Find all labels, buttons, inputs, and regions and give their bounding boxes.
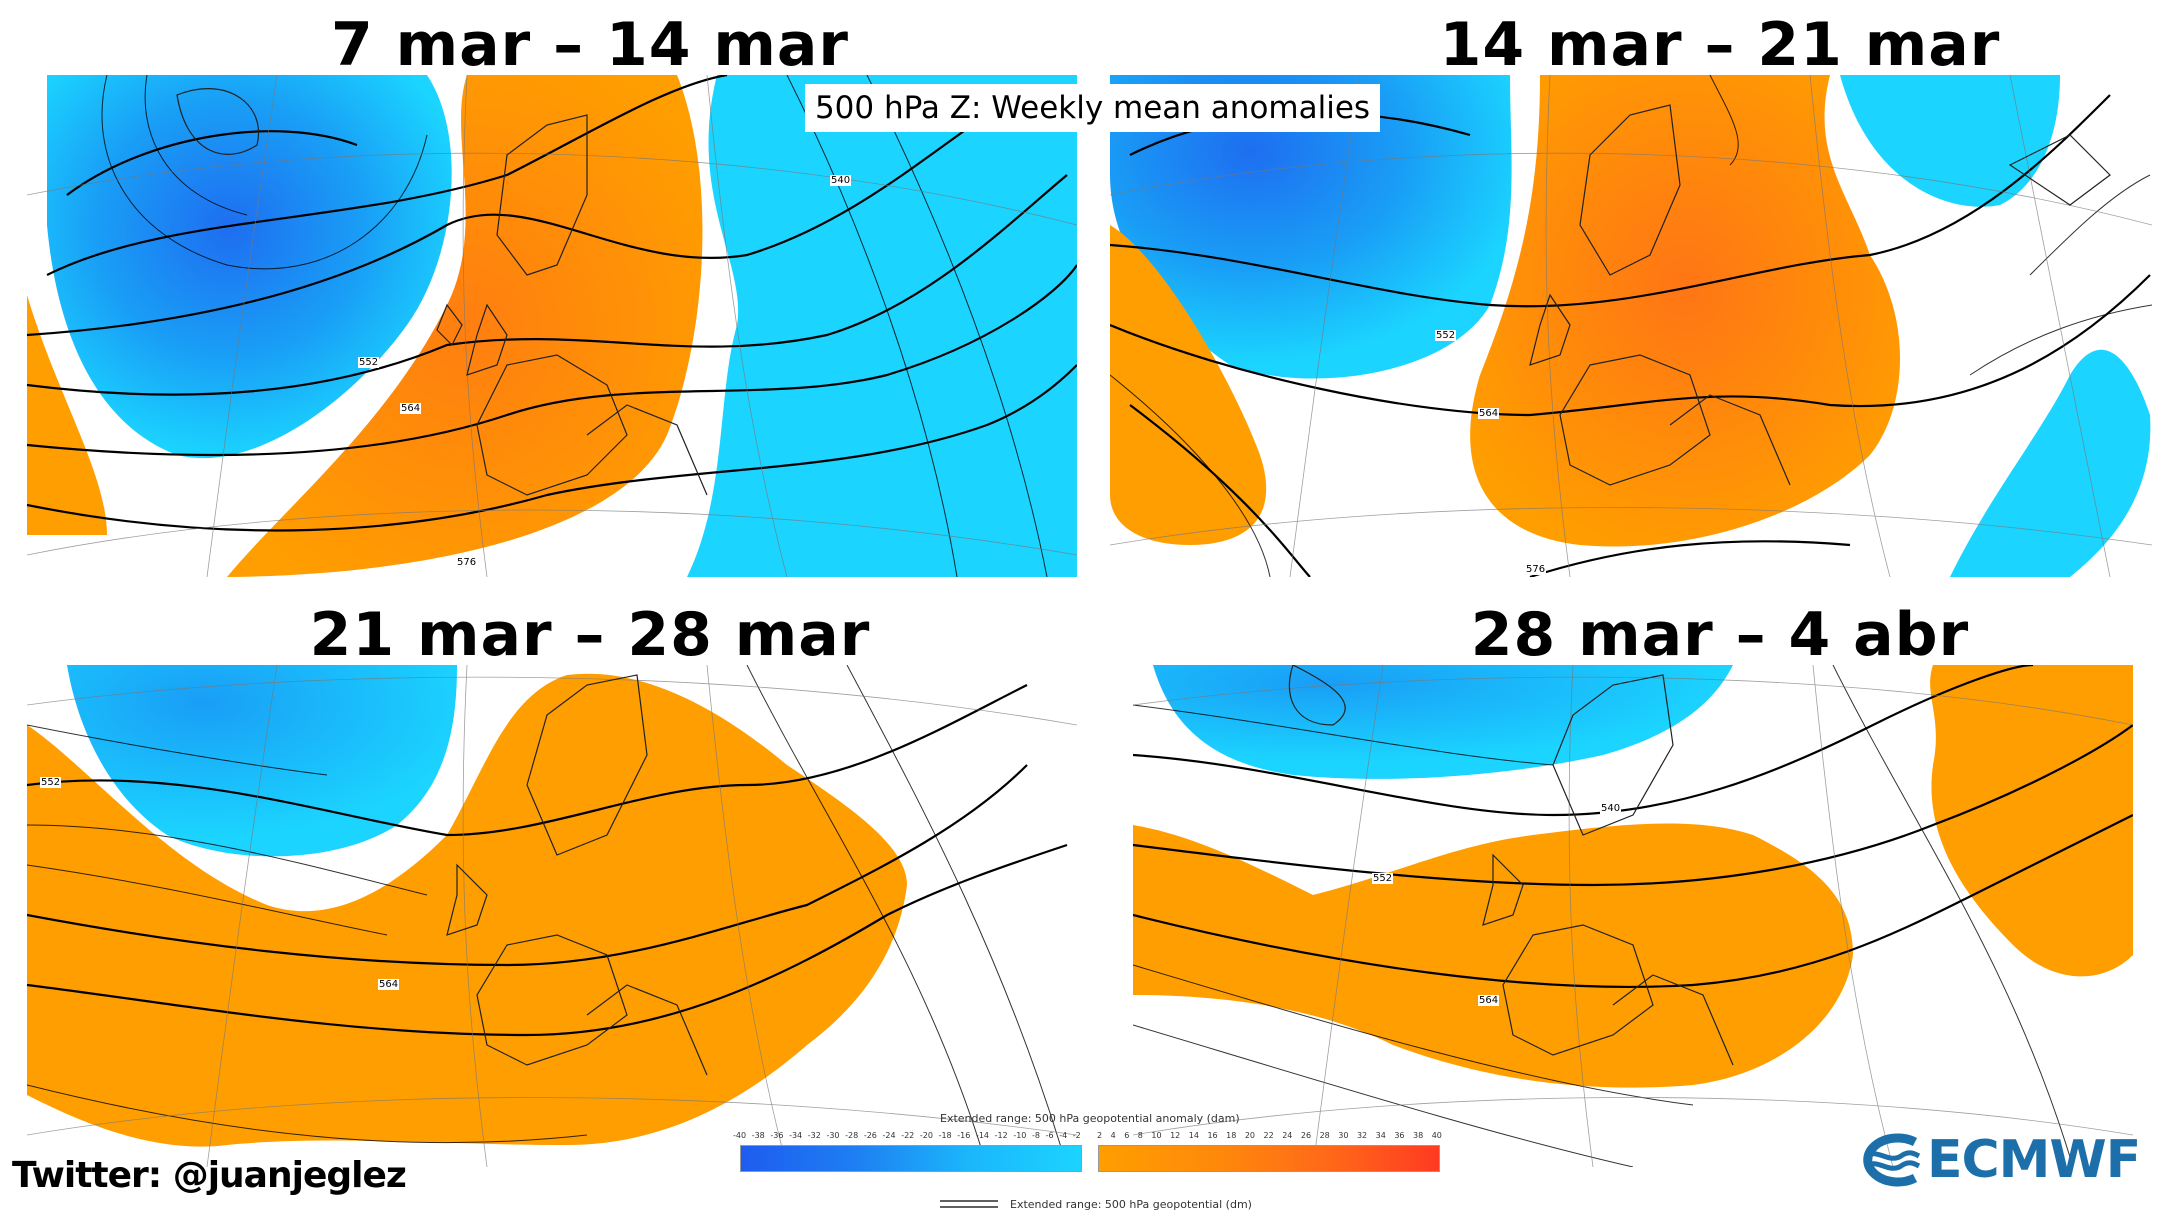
- colorbar-tick-label: 22: [1263, 1131, 1274, 1140]
- positive-tick-row: 2 4 6 8 10 12 14 16 18 20 22 24 26 28 30 32 34 36 38 40: [1097, 1131, 1442, 1145]
- colorbar-tick-label: 12: [1170, 1131, 1181, 1140]
- colorbar-tick-label: 20: [1244, 1131, 1255, 1140]
- colorbar-tick-label: -12: [994, 1131, 1008, 1140]
- contour-label: 576: [456, 557, 478, 568]
- colorbar-tick-label: -26: [863, 1131, 877, 1140]
- contour-label: 552: [1372, 873, 1394, 884]
- colorbar-tick-label: 14: [1188, 1131, 1199, 1140]
- colorbar-tick-label: 4: [1110, 1131, 1116, 1140]
- panel-1-title: 7 mar – 14 mar: [331, 10, 849, 80]
- negative-anomaly: [1840, 75, 2060, 207]
- panel-2-map: [1110, 75, 2152, 577]
- contour-label: 540: [830, 175, 852, 186]
- colorbar-tick-label: -10: [1013, 1131, 1027, 1140]
- colorbar-tick-label: 8: [1137, 1131, 1143, 1140]
- panel-4-map: [1133, 665, 2133, 1167]
- panel-1-map: [27, 75, 1077, 577]
- positive-anomaly: [1110, 225, 1267, 545]
- contour-label: 564: [1478, 995, 1500, 1006]
- colorbar-tick-label: -2: [1072, 1131, 1081, 1140]
- negative-anomaly: [687, 75, 1077, 577]
- figure-subtitle: 500 hPa Z: Weekly mean anomalies: [805, 84, 1380, 132]
- colorbar-tick-label: -16: [957, 1131, 971, 1140]
- negative-anomaly: [1153, 665, 1733, 779]
- colorbar-tick-label: 40: [1431, 1131, 1442, 1140]
- colorbar-tick-label: 2: [1097, 1131, 1103, 1140]
- colorbar-tick-label: -40: [733, 1131, 747, 1140]
- contour-label: 552: [40, 777, 62, 788]
- colorbar-tick-label: 34: [1375, 1131, 1386, 1140]
- positive-anomaly: [1470, 75, 1900, 547]
- contour-legend-line-icon: [940, 1200, 998, 1208]
- colorbar-tick-label: -20: [919, 1131, 933, 1140]
- positive-anomaly: [27, 295, 107, 535]
- colorbar-tick-label: -24: [882, 1131, 896, 1140]
- colorbar-tick-label: -30: [826, 1131, 840, 1140]
- panel-4-title: 28 mar – 4 abr: [1470, 600, 1970, 670]
- colorbar-tick-label: -6: [1045, 1131, 1054, 1140]
- contour-label: 540: [1600, 803, 1622, 814]
- colorbar-tick-label: -14: [975, 1131, 990, 1140]
- colorbar-tick-label: 36: [1394, 1131, 1405, 1140]
- ecmwf-logo: ECMWF: [1845, 1125, 2145, 1195]
- colorbar-tick-label: -32: [807, 1131, 821, 1140]
- contour-label: 564: [378, 979, 400, 990]
- colorbar-tick-label: 26: [1300, 1131, 1312, 1140]
- colorbar-tick-label: -22: [901, 1131, 915, 1140]
- negative-anomaly: [1950, 349, 2151, 577]
- colorbar-tick-label: -8: [1032, 1131, 1040, 1140]
- colorbar-tick-label: 28: [1319, 1131, 1330, 1140]
- positive-colorbar: [1098, 1145, 1440, 1172]
- ecmwf-logo-text: ECMWF: [1927, 1130, 2141, 1190]
- colorbar-tick-label: -18: [938, 1131, 952, 1140]
- colorbar-tick-label: -38: [751, 1131, 765, 1140]
- panel-2-title: 14 mar – 21 mar: [1439, 10, 2001, 80]
- contour-label: 564: [400, 403, 422, 414]
- panel-3-title: 21 mar – 28 mar: [309, 600, 871, 670]
- colorbar-tick-label: -34: [789, 1131, 803, 1140]
- colorbar-tick-label: -4: [1059, 1131, 1068, 1140]
- colorbar-tick-label: -36: [770, 1131, 784, 1140]
- colorbar-tick-label: 38: [1413, 1131, 1424, 1140]
- negative-anomaly: [1110, 75, 1512, 379]
- contour-label: 552: [358, 357, 380, 368]
- colorbar-tick-label: 24: [1282, 1131, 1293, 1140]
- contour-legend-caption: Extended range: 500 hPa geopotential (dm…: [1010, 1198, 1252, 1211]
- ecmwf-emblem-icon: [1863, 1133, 1921, 1187]
- colorbar-tick-label: 30: [1338, 1131, 1349, 1140]
- negative-tick-row: -40 -38 -36 -34 -32 -30 -28 -26 -24 -22 -20 -18 -16-…: [733, 1131, 1081, 1145]
- colorbar-tick-label: 32: [1356, 1131, 1368, 1140]
- contour-label: 552: [1435, 330, 1457, 341]
- colorbar-tick-label: 10: [1151, 1131, 1162, 1140]
- colorbar-tick-label: 6: [1124, 1131, 1130, 1140]
- negative-colorbar: [740, 1145, 1082, 1172]
- positive-anomaly: [1930, 665, 2133, 977]
- colorbar-tick-label: -28: [845, 1131, 859, 1140]
- contour-label: 576: [1525, 564, 1547, 575]
- contour-label: 564: [1478, 408, 1500, 419]
- anomaly-legend-caption: Extended range: 500 hPa geopotential ano…: [940, 1112, 1240, 1125]
- colorbar-tick-label: 16: [1207, 1131, 1218, 1140]
- negative-anomaly: [67, 665, 457, 857]
- colorbar-tick-label: 18: [1226, 1131, 1237, 1140]
- positive-anomaly: [1133, 823, 1853, 1088]
- panel-3-map: [27, 665, 1077, 1167]
- twitter-credit: Twitter: @juanjeglez: [12, 1155, 407, 1196]
